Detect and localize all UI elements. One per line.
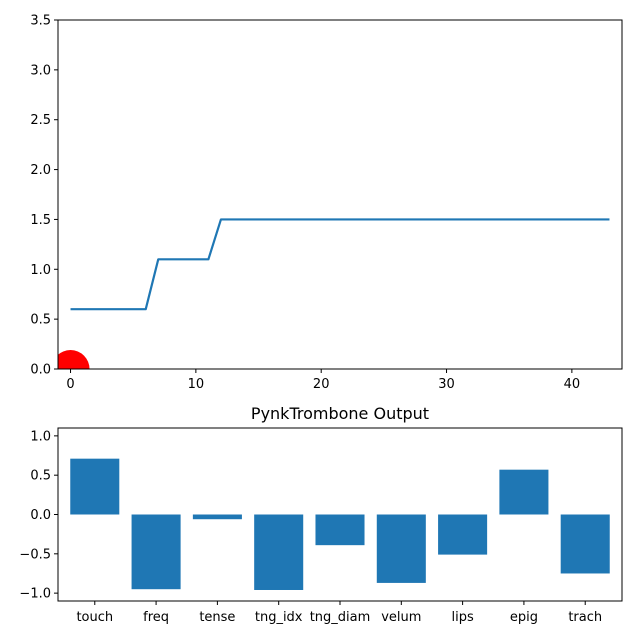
y-tick-label: 0.5	[30, 469, 51, 484]
line-chart-axes-frame	[57, 19, 623, 370]
bar-epig	[499, 469, 549, 515]
series-line-0	[70, 218, 610, 311]
x-tick-label: tense	[199, 610, 235, 625]
x-tick-label: 30	[438, 377, 455, 392]
y-tick-label: 2.0	[30, 163, 51, 178]
x-tick-label: tng_idx	[255, 610, 303, 625]
bar-tng_idx	[254, 514, 304, 590]
y-tick-label: 1.0	[30, 429, 51, 444]
x-tick-label: tng_diam	[310, 610, 371, 625]
y-tick-label: 0.0	[30, 363, 51, 378]
y-tick-label: 1.5	[30, 213, 51, 228]
position-marker	[58, 350, 90, 369]
bar-tense	[192, 514, 242, 520]
bar-chart: PynkTrombone Output −1.0 −0.5 0.0 0.5 1.0 to…	[19, 404, 623, 625]
y-tick-label: −1.0	[19, 587, 51, 602]
bar-velum	[376, 514, 426, 583]
x-tick-label: 10	[188, 377, 205, 392]
bar-lips	[438, 514, 488, 555]
x-tick-label: velum	[381, 610, 421, 625]
x-tick-label: 20	[313, 377, 330, 392]
x-tick-label: 0	[66, 377, 74, 392]
x-tick-label: epig	[510, 610, 538, 625]
bar-chart-x-axis: touch freq tense tng_idx tng_diam velum lips ep…	[76, 601, 602, 625]
line-chart-marks	[58, 218, 610, 369]
x-tick-label: freq	[143, 610, 169, 625]
bar-trach	[560, 514, 610, 574]
bar-chart-title: PynkTrombone Output	[251, 404, 429, 423]
y-tick-label: 3.5	[30, 14, 51, 29]
y-tick-label: 2.5	[30, 113, 51, 128]
y-tick-label: −0.5	[19, 547, 51, 562]
y-tick-label: 1.0	[30, 263, 51, 278]
line-chart-y-axis: 0.0 0.5 1.0 1.5 2.0 2.5 3.0 3.5	[30, 14, 58, 378]
bar-chart-bars	[70, 458, 610, 590]
bar-tng_diam	[315, 514, 365, 546]
line-chart-x-axis: 0 10 20 30 40	[66, 369, 580, 392]
y-tick-label: 3.0	[30, 63, 51, 78]
y-tick-label: 0.5	[30, 313, 51, 328]
y-tick-label: 0.0	[30, 508, 51, 523]
x-tick-label: trach	[568, 610, 602, 625]
bar-touch	[70, 458, 120, 515]
bar-chart-y-axis: −1.0 −0.5 0.0 0.5 1.0	[19, 429, 58, 602]
bar-freq	[131, 514, 181, 590]
x-tick-label: 40	[564, 377, 581, 392]
x-tick-label: lips	[451, 610, 473, 625]
x-tick-label: touch	[76, 610, 113, 625]
